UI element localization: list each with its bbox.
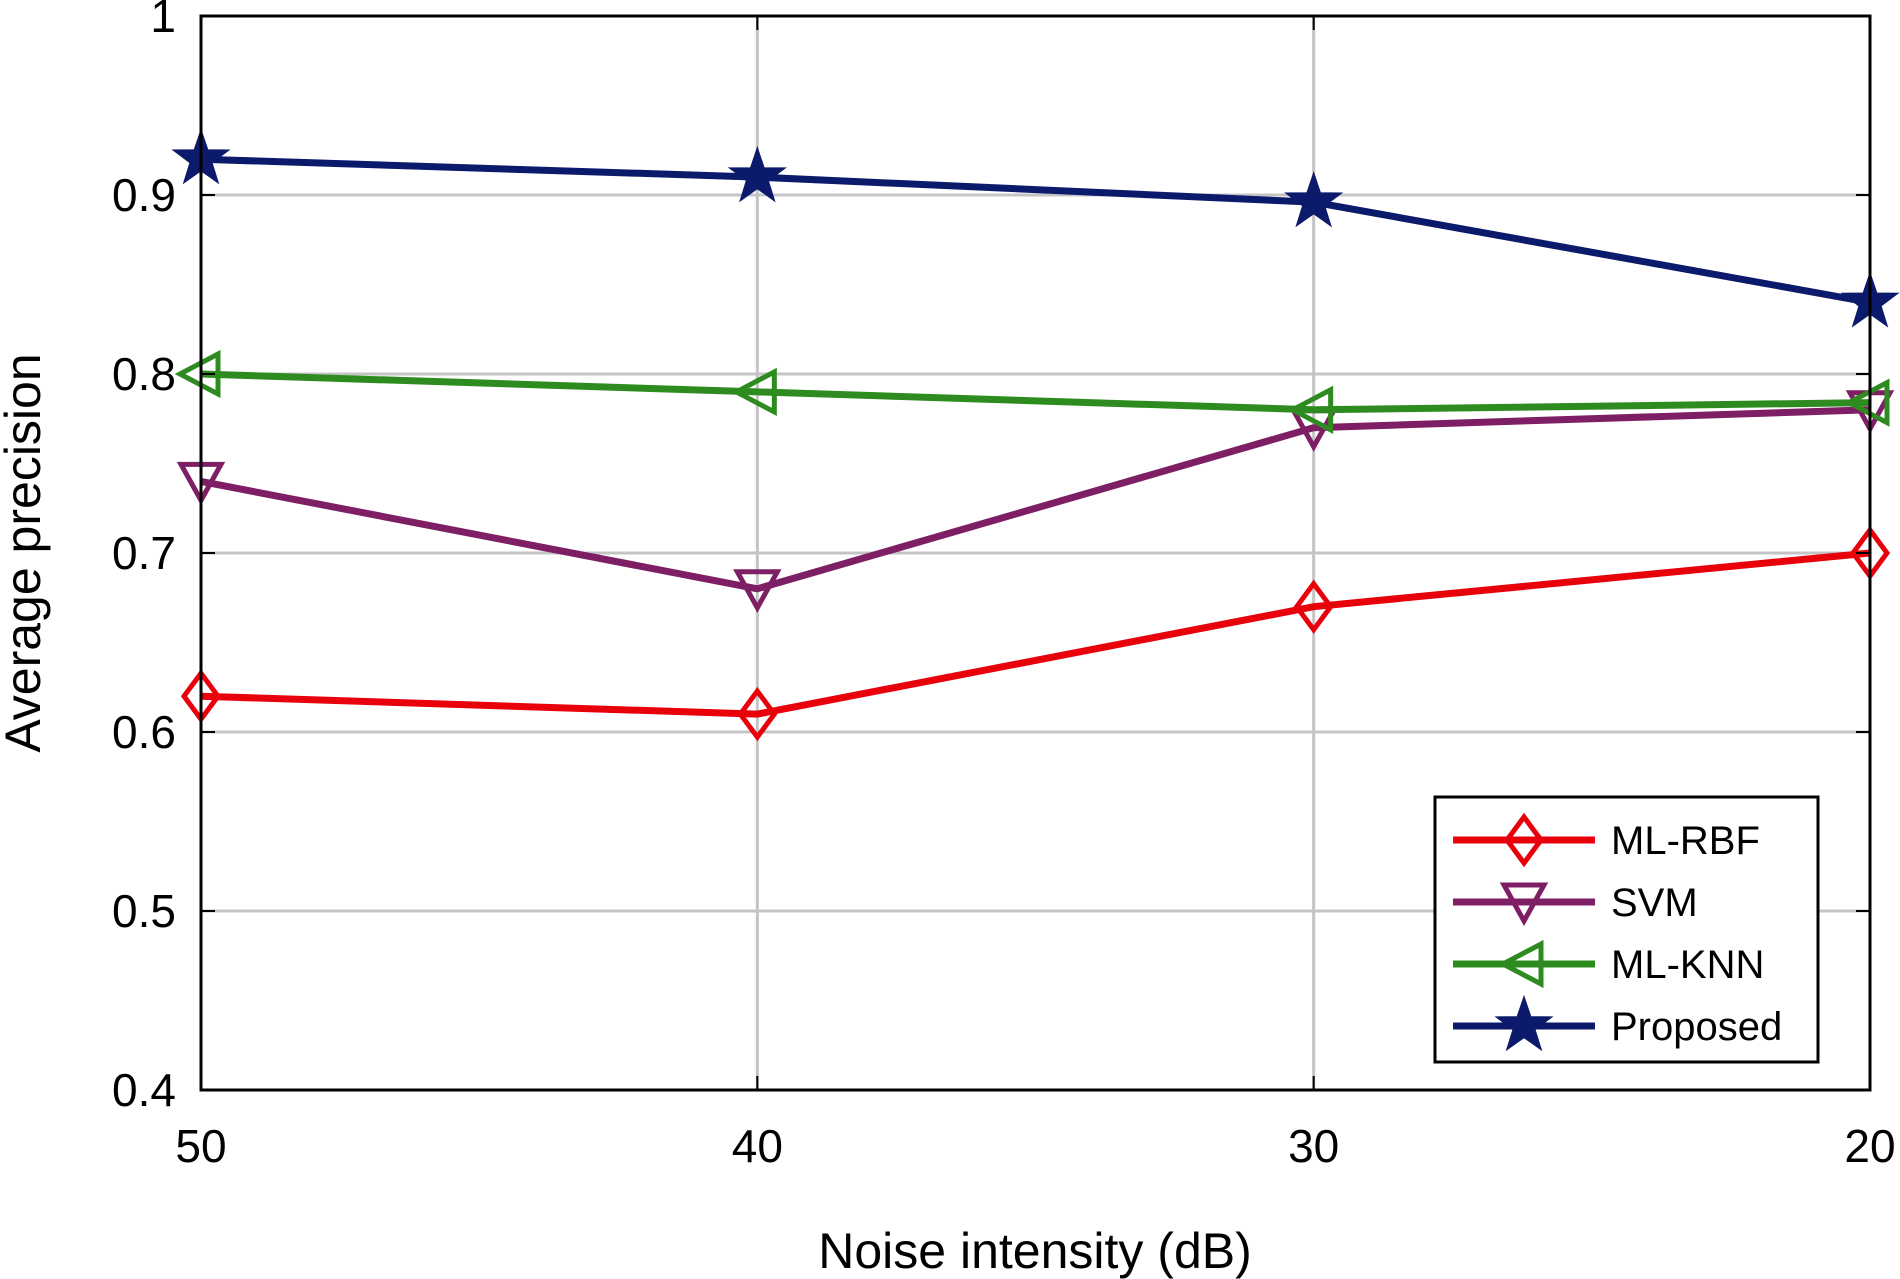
legend-marker-ml-knn — [1497, 939, 1544, 989]
x-tick-label: 50 — [175, 1120, 226, 1172]
series-ml-rbf — [180, 525, 1891, 742]
series-svm — [176, 390, 1895, 613]
y-axis-label: Average precision — [0, 353, 51, 752]
y-tick-label: 0.9 — [112, 169, 176, 221]
x-tick-label: 20 — [1844, 1120, 1895, 1172]
series-line-ml-knn — [200, 370, 1871, 414]
data-point-proposed — [727, 145, 787, 203]
legend-item-proposed: Proposed — [1453, 994, 1782, 1052]
legend-label-proposed: Proposed — [1611, 1005, 1782, 1049]
x-tick-label: 40 — [732, 1120, 783, 1172]
data-point-ml-knn — [1287, 385, 1334, 434]
data-point-ml-knn — [1843, 378, 1890, 427]
series-line-svm — [200, 406, 1871, 593]
x-tick-label: 30 — [1288, 1120, 1339, 1172]
legend: ML-RBF SVM ML-KNN Proposed — [1433, 795, 1820, 1064]
legend-marker-proposed — [1494, 994, 1554, 1052]
y-tick-label: 0.4 — [112, 1064, 176, 1116]
data-point-svm — [733, 569, 782, 613]
legend-label-ml-knn: ML-KNN — [1611, 943, 1764, 987]
tick-layer: 50 40 30 20 0.4 0.5 0.6 0.7 0.8 0.9 1 — [112, 0, 1896, 1172]
y-tick-label: 0.5 — [112, 885, 176, 937]
data-point-ml-rbf — [1293, 579, 1334, 634]
legend-item-ml-rbf: ML-RBF — [1453, 812, 1760, 868]
y-tick-label: 0.7 — [112, 527, 176, 579]
legend-label-svm: SVM — [1611, 881, 1698, 925]
legend-item-svm: SVM — [1453, 881, 1698, 927]
series-line-ml-rbf — [200, 549, 1871, 718]
series-proposed — [171, 128, 1900, 328]
legend-label-ml-rbf: ML-RBF — [1611, 819, 1760, 863]
series-line-proposed — [200, 155, 1871, 306]
y-tick-label: 0.6 — [112, 706, 176, 758]
series-ml-knn — [174, 349, 1890, 434]
x-axis-label: Noise intensity (dB) — [818, 1223, 1252, 1279]
data-point-proposed — [1284, 171, 1344, 228]
legend-items: ML-RBF SVM ML-KNN Proposed — [1453, 812, 1782, 1052]
series-layer — [171, 128, 1900, 742]
legend-marker-ml-rbf — [1503, 812, 1545, 868]
y-tick-label: 0.8 — [112, 348, 176, 400]
y-tick-label: 1 — [150, 0, 176, 42]
data-point-ml-rbf — [737, 686, 778, 742]
legend-marker-svm — [1499, 882, 1549, 927]
data-point-ml-knn — [730, 367, 777, 417]
data-point-ml-knn — [174, 349, 221, 399]
legend-item-ml-knn: ML-KNN — [1453, 939, 1764, 989]
